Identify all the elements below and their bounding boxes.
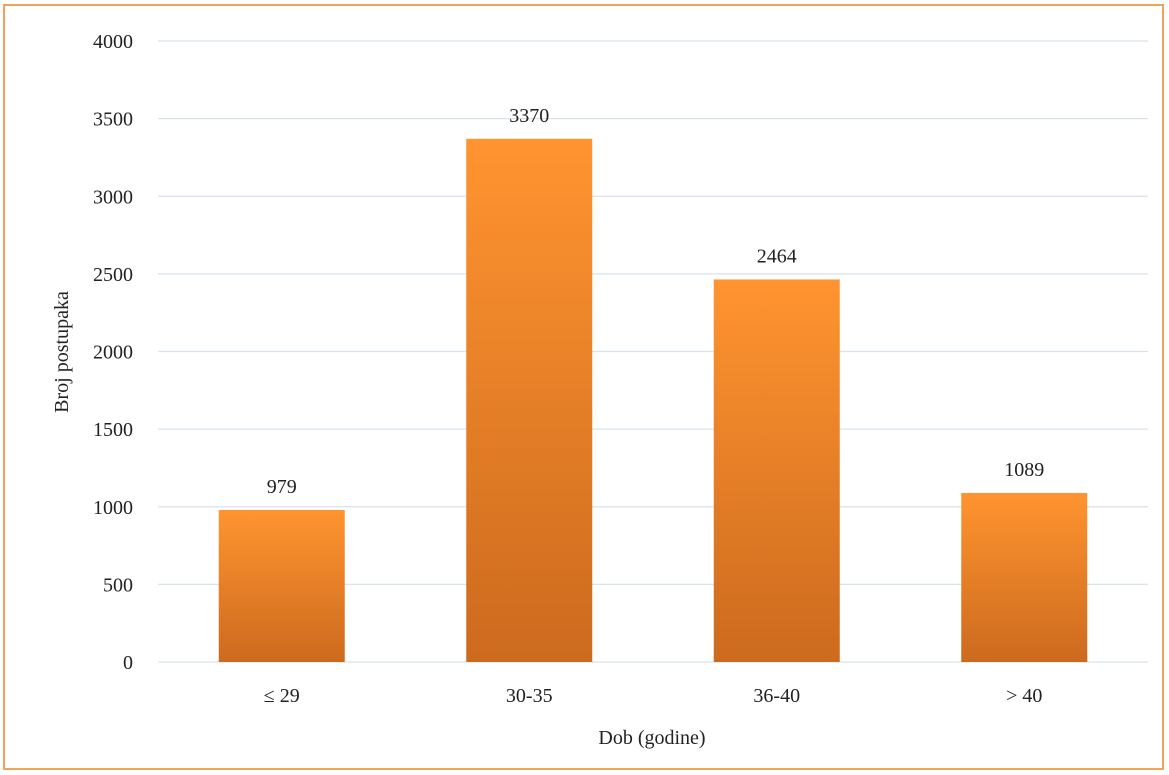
x-axis-ticks: ≤ 29 30-35 36-40 > 40 <box>264 685 1043 707</box>
bar <box>961 492 1088 662</box>
y-tick-label: 3500 <box>93 109 133 131</box>
y-tick-label: 4000 <box>93 31 133 53</box>
bar <box>713 279 840 662</box>
y-tick-label: 3000 <box>93 186 133 208</box>
y-axis-title: Broj postupaka <box>51 291 73 413</box>
x-axis-title: Dob (godine) <box>598 727 705 749</box>
x-tick-label: ≤ 29 <box>264 685 300 707</box>
data-label: 1089 <box>1004 459 1044 481</box>
bars <box>218 138 1088 662</box>
data-labels: 979 3370 2464 1089 <box>267 105 1045 498</box>
y-tick-label: 500 <box>103 574 133 596</box>
x-tick-label: 30-35 <box>506 685 553 707</box>
bar <box>218 510 345 662</box>
x-tick-label: 36-40 <box>753 685 800 707</box>
y-tick-label: 0 <box>123 652 133 674</box>
data-label: 2464 <box>757 245 797 267</box>
y-tick-label: 2500 <box>93 264 133 286</box>
y-tick-label: 1500 <box>93 419 133 441</box>
data-label: 979 <box>267 476 297 498</box>
data-label: 3370 <box>509 105 549 127</box>
y-axis-ticks: 0 500 1000 1500 2000 2500 3000 3500 4000 <box>93 31 133 674</box>
y-tick-label: 2000 <box>93 342 133 364</box>
bar <box>466 138 593 662</box>
x-tick-label: > 40 <box>1006 685 1042 707</box>
y-tick-label: 1000 <box>93 497 133 519</box>
